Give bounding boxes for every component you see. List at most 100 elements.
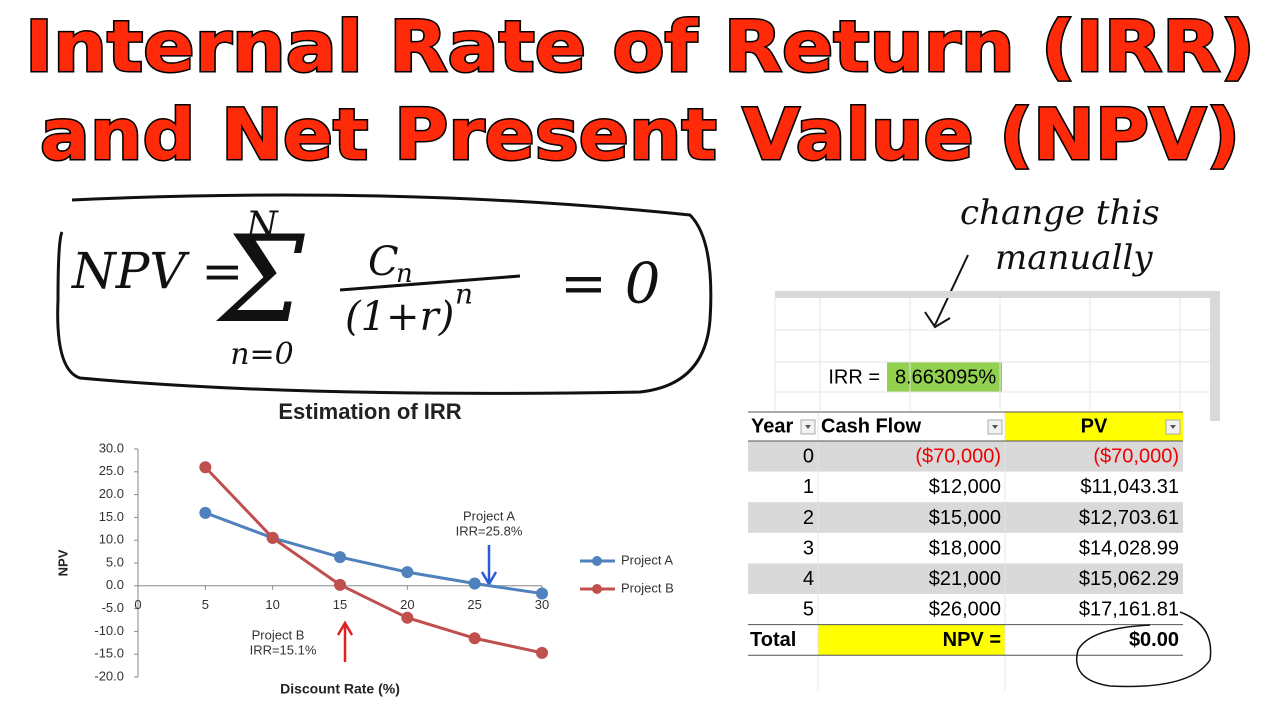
table-cell: $11,043.31 (1080, 476, 1179, 498)
y-tick-label: -5.0 (102, 600, 124, 615)
table-cell: $15,000 (929, 507, 1001, 529)
filter-icon (1170, 425, 1176, 429)
total-cell-text: NPV = (943, 629, 1001, 651)
legend-label: Project B (621, 580, 674, 595)
table-cell: 3 (803, 537, 814, 559)
formula-sum: Σ (216, 211, 306, 350)
y-tick-label: -15.0 (94, 646, 124, 661)
point (334, 578, 346, 591)
row-band (748, 563, 1183, 594)
table-cell: $18,000 (929, 537, 1001, 559)
row-band (748, 441, 1183, 472)
formula-denominator: (1+r) (345, 294, 454, 340)
chart-title: Estimation of IRR (278, 399, 461, 424)
column-header: Cash Flow (821, 415, 921, 437)
sheet-bar (775, 291, 1220, 298)
table-cell: $14,028.99 (1079, 537, 1179, 559)
point (401, 611, 414, 624)
header-cell (1005, 412, 1183, 441)
annotation-arrow (336, 620, 354, 662)
y-tick-label: 30.0 (99, 440, 124, 455)
y-tick-label: 25.0 (99, 463, 124, 478)
note-arrow (924, 254, 969, 329)
annotation-arrow (480, 545, 498, 587)
point (401, 566, 414, 579)
formula-outline (56, 193, 713, 395)
series-line (204, 466, 543, 655)
table-cell: $26,000 (929, 599, 1001, 621)
formula-denominator-exp: n (455, 278, 473, 311)
title-line: and Net Present Value (NPV) (40, 94, 1240, 176)
total-cell (818, 624, 1005, 656)
y-tick-label: 0.0 (106, 577, 124, 592)
legend-marker (592, 584, 602, 594)
y-axis-label: NPV (55, 549, 70, 576)
x-tick-label: 15 (333, 597, 347, 612)
series-line (204, 511, 543, 596)
formula-lower: n=0 (230, 337, 294, 372)
filter-icon (805, 425, 811, 429)
legend-label: Project A (621, 552, 673, 567)
irr-cell (887, 362, 1002, 392)
total-cell-text: Total (750, 629, 796, 651)
point (468, 577, 481, 590)
note: manually (995, 238, 1153, 278)
y-tick-label: 5.0 (106, 554, 124, 569)
table-cell: $17,161.81 (1079, 599, 1179, 621)
point (536, 587, 548, 600)
annotation: IRR=15.1% (250, 642, 317, 657)
annotation: Project B (252, 627, 305, 642)
total-cell-text: $0.00 (1129, 629, 1179, 651)
irr-label: IRR = (828, 366, 880, 388)
formula-numerator-sub: n (396, 259, 413, 289)
point (468, 632, 481, 645)
formula-lhs: NPV = (71, 242, 243, 300)
table-cell: ($70,000) (1093, 446, 1179, 468)
point (334, 551, 346, 564)
formula-numerator: C (368, 239, 399, 285)
x-tick-label: 10 (265, 597, 279, 612)
spreadsheet: IRR = 8.663095% Year Cash Flow PV 0 ($70,000… (748, 291, 1220, 690)
x-tick-label: 20 (400, 597, 414, 612)
sheet-bar (1210, 291, 1220, 421)
title-line: Internal Rate of Return (IRR) (25, 6, 1255, 88)
table-cell: $12,000 (929, 476, 1001, 498)
column-header: PV (1081, 415, 1108, 437)
table-cell: ($70,000) (915, 446, 1001, 468)
point (199, 461, 212, 474)
point (266, 531, 279, 544)
chart: Estimation of IRR Discount Rate (%) NPV … (55, 399, 673, 697)
y-tick-label: 15.0 (99, 509, 124, 524)
x-tick-label: 30 (535, 597, 549, 612)
table-cell: 1 (803, 476, 814, 498)
annotation: IRR=25.8% (456, 523, 523, 538)
x-tick-label: 25 (467, 597, 481, 612)
table-cell: $21,000 (929, 568, 1001, 590)
x-tick-label: 5 (202, 597, 209, 612)
irr-value: 8.663095% (895, 366, 996, 388)
filter-icon (992, 425, 998, 429)
y-tick-label: 10.0 (99, 532, 124, 547)
legend-marker (592, 556, 602, 566)
table-cell: $12,703.61 (1079, 507, 1179, 529)
column-header: Year (751, 415, 793, 437)
note: change this (960, 193, 1160, 233)
hand-circle (1076, 611, 1212, 688)
formula-rhs: = 0 (560, 252, 660, 317)
point (536, 646, 548, 659)
annotation: Project A (463, 508, 515, 523)
table-cell: 2 (803, 507, 814, 529)
table-cell: 5 (803, 599, 814, 621)
y-tick-label: -20.0 (94, 668, 124, 683)
x-tick-label: 0 (134, 597, 141, 612)
formula-upper: N (245, 205, 279, 246)
fraction-bar (339, 274, 521, 292)
y-tick-label: -10.0 (94, 623, 124, 638)
row-band (748, 502, 1183, 533)
table-cell: 4 (803, 568, 814, 590)
y-tick-label: 20.0 (99, 486, 124, 501)
table-cell: 0 (803, 446, 814, 468)
table-cell: $15,062.29 (1079, 568, 1179, 590)
